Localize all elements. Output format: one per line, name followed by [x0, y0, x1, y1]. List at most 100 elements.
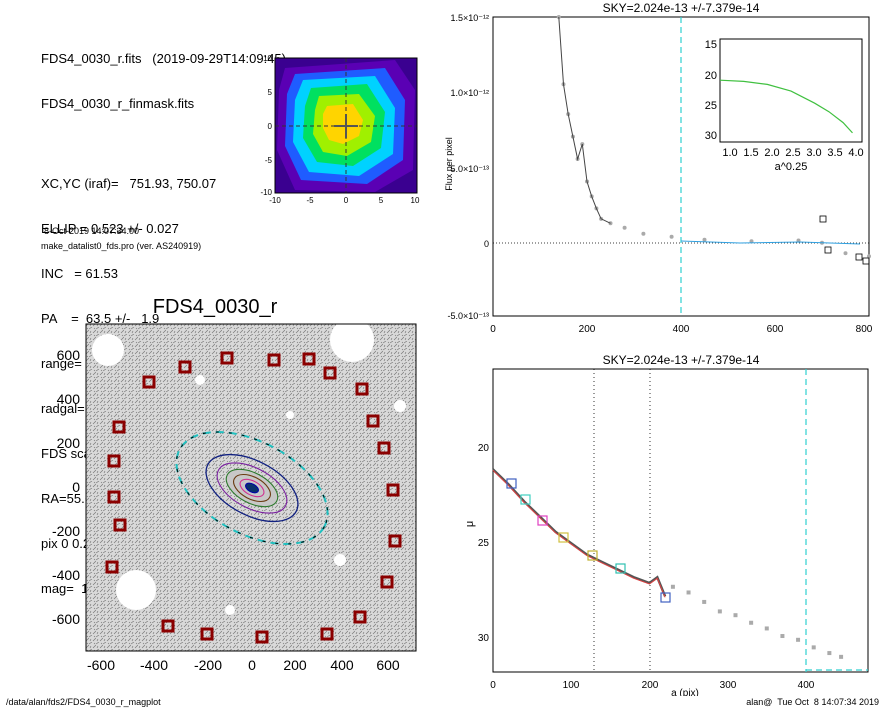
- info-line: ELLIP = 0.523 +/- 0.027: [41, 221, 179, 236]
- info-line: PA = 63.5 +/- 1.9: [41, 311, 160, 326]
- image-ytick: 600: [57, 347, 81, 363]
- image-xtick: 600: [376, 657, 400, 672]
- sky-point: [608, 221, 613, 226]
- fit-box: [537, 515, 548, 526]
- sky-ytick: 0: [484, 239, 489, 249]
- profile-ytick: 25: [478, 538, 490, 549]
- image-xtick: -200: [194, 657, 222, 672]
- mask-box: [178, 360, 192, 374]
- image-ytick: 0: [72, 479, 80, 495]
- sky-xtick: 600: [767, 324, 784, 335]
- profile-plot-title: SKY=2.024e-13 +/-7.379e-14: [602, 353, 760, 367]
- fit-box: [506, 478, 517, 489]
- thumb-ytick: -10: [260, 188, 272, 197]
- profile-ylabel: μ: [464, 521, 476, 527]
- thumb-x-ticks: -10 -5 0 5 10: [269, 196, 420, 205]
- image-xtick: 0: [248, 657, 256, 672]
- mask-box: [355, 382, 369, 396]
- inset-y-ticks: 15 20 25 30: [705, 39, 717, 142]
- image-xtick: -400: [140, 657, 168, 672]
- mask-box: [320, 627, 334, 641]
- thumb-ytick: 0: [268, 122, 273, 131]
- profile-xtick: 100: [563, 680, 580, 691]
- inset-ytick: 20: [705, 70, 717, 82]
- mask-box: [107, 490, 121, 504]
- inset-ytick: 25: [705, 100, 717, 112]
- profile-point: [686, 590, 691, 595]
- fit-box: [587, 550, 598, 561]
- image-ytick: -400: [52, 567, 80, 583]
- program-line: make_datalist0_fds.pro (ver. AS240919): [41, 241, 202, 251]
- inset-xtick: 2.5: [785, 147, 800, 159]
- masked-star: [286, 411, 294, 419]
- mask-boxes: [105, 351, 402, 644]
- profile-fit-line: [492, 470, 666, 598]
- thumb-frame: [274, 57, 418, 194]
- profile-xtick: 300: [720, 680, 737, 691]
- inset-ytick: 15: [705, 39, 717, 51]
- image-ytick: -200: [52, 523, 80, 539]
- masked-stars: [92, 320, 406, 615]
- mask-box: [255, 630, 269, 644]
- outlier-box: [819, 215, 827, 223]
- mask-box: [302, 352, 316, 366]
- mask-box: [388, 534, 402, 548]
- mask-box: [142, 375, 156, 389]
- profile-point: [811, 645, 816, 650]
- masked-star: [92, 334, 124, 366]
- inset-xtick: 2.0: [764, 147, 779, 159]
- sky-ytick: -5.0×10⁻¹³: [447, 311, 489, 321]
- masked-star: [330, 320, 374, 362]
- profile-plot: 20 25 30 0 100 200 300 400 a (pix) μ: [464, 368, 869, 696]
- sky-x-ticks: 0 200 400 600 800: [490, 324, 873, 335]
- image-panel: -600 -400 -200 0 200 400 600 600 400 200…: [52, 320, 417, 672]
- footer-timestamp: alan@ Tue Oct 8 14:07:34 2019: [746, 697, 879, 707]
- sky-xtick: 800: [856, 324, 873, 335]
- inset-xtick: 1.0: [722, 147, 737, 159]
- inset-x-ticks: 1.0 1.5 2.0 2.5 3.0 3.5 4.0: [722, 147, 863, 159]
- mask-box: [200, 627, 214, 641]
- sky-ytick: 1.0×10⁻¹²: [450, 88, 489, 98]
- image-xtick: 200: [283, 657, 307, 672]
- profile-point: [670, 584, 675, 589]
- image-ytick: 200: [57, 435, 81, 451]
- sky-ytick: 5.0×10⁻¹³: [450, 164, 489, 174]
- info-line: XC,YC (iraf)= 751.93, 750.07: [41, 176, 217, 191]
- footer-path: /data/alan/fds2/FDS4_0030_r_magplot: [6, 697, 161, 707]
- sky-point: [556, 15, 561, 19]
- sky-point: [843, 251, 848, 256]
- image-xtick: -600: [87, 657, 115, 672]
- image-xtick: 400: [330, 657, 354, 672]
- thumb-ytick: 10: [263, 54, 272, 63]
- profile-xtick: 200: [642, 680, 659, 691]
- mask-box: [323, 366, 337, 380]
- inset-profile-line: [719, 79, 853, 134]
- sky-plot-title: SKY=2.024e-13 +/-7.379e-14: [602, 1, 760, 15]
- profile-xlabel: a (pix): [671, 688, 699, 696]
- sky-plot: 1.5×10⁻¹² 1.0×10⁻¹² 5.0×10⁻¹³ 0 -5.0×10⁻…: [444, 14, 873, 335]
- sky-xtick: 0: [490, 324, 496, 335]
- mask-box: [267, 353, 281, 367]
- fit-box: [520, 494, 531, 505]
- outlier-box: [862, 257, 870, 265]
- sky-xtick: 200: [579, 324, 596, 335]
- thumb-ytick: -5: [265, 156, 273, 165]
- image-panel-title: FDS4_0030_r: [152, 296, 278, 318]
- thumb-xtick: 5: [379, 196, 384, 205]
- inset-xtick: 4.0: [848, 147, 863, 159]
- ellipse-ring: [216, 462, 288, 514]
- profile-ytick: 30: [478, 633, 490, 644]
- profile-point: [733, 613, 738, 618]
- profile-main-line: [492, 468, 667, 597]
- sky-xtick: 400: [673, 324, 690, 335]
- date-line: 8-Oct-2019 14:07:34.00: [44, 226, 140, 236]
- masked-star: [394, 400, 406, 412]
- sky-ylabel: Flux per pixel: [444, 137, 454, 191]
- sky-point: [669, 234, 674, 239]
- fit-box: [615, 563, 626, 574]
- profile-point: [780, 634, 785, 639]
- info-line: FDS4_0030_r_finmask.fits: [41, 96, 195, 111]
- sky-outlier-boxes: [819, 215, 870, 265]
- mask-box: [161, 619, 175, 633]
- image-y-ticks: 600 400 200 0 -200 -400 -600: [52, 347, 80, 627]
